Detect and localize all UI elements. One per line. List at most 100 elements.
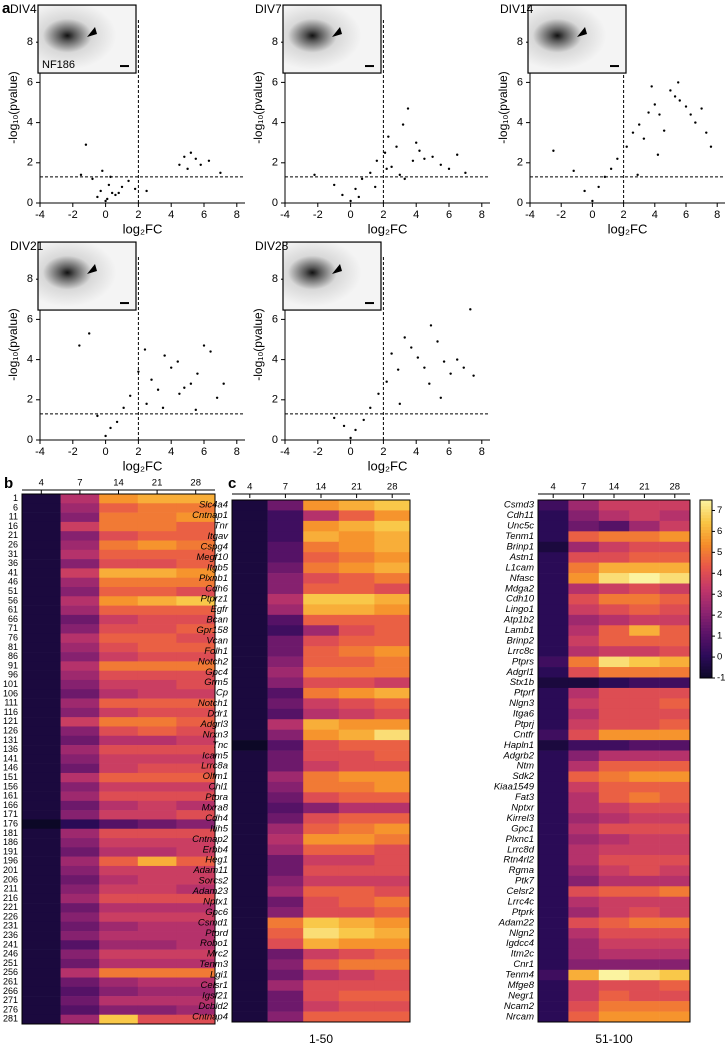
- heat-cell: [137, 754, 177, 764]
- heat-cell: [538, 656, 569, 668]
- x-tick-label: 8: [479, 446, 485, 458]
- heat-cell: [22, 531, 61, 541]
- heat-cell: [99, 596, 139, 606]
- row-label: 21: [8, 530, 18, 540]
- heat-cell: [267, 614, 304, 626]
- heat-cell: [374, 938, 411, 950]
- heat-cell: [659, 1001, 691, 1012]
- row-label: L1cam: [505, 562, 534, 573]
- heat-cell: [99, 912, 139, 923]
- row-label: 241: [3, 939, 18, 949]
- colorbar-step: [700, 621, 712, 625]
- heat-cell: [303, 510, 340, 522]
- heat-cell: [568, 520, 600, 532]
- heat-cell: [538, 520, 569, 532]
- heat-cell: [137, 717, 177, 727]
- point: [183, 155, 186, 158]
- heat-cell: [338, 750, 375, 762]
- heat-cell: [538, 604, 569, 616]
- y-tick-label: 0: [517, 197, 523, 209]
- heat-cell: [374, 698, 411, 710]
- point: [349, 199, 352, 203]
- point: [591, 199, 594, 203]
- point: [385, 167, 388, 171]
- arrowhead: [332, 264, 342, 275]
- heat-cell: [338, 917, 375, 929]
- row-label: Cdh4: [205, 813, 228, 824]
- heat-cell: [99, 1014, 139, 1025]
- row-label: Tnr: [214, 521, 229, 532]
- heat-cell: [629, 854, 660, 866]
- row-label: Astn1: [509, 552, 534, 563]
- heat-cell: [374, 635, 411, 647]
- heat-cell: [99, 828, 139, 839]
- row-label: Nrxn3: [203, 729, 229, 740]
- heat-cell: [176, 800, 216, 811]
- heat-cell: [659, 614, 691, 626]
- heat-cell: [374, 928, 411, 939]
- heat-cell: [137, 745, 177, 755]
- point: [406, 107, 410, 110]
- heat-cell: [137, 521, 177, 532]
- heat-cell: [232, 896, 268, 908]
- point: [431, 155, 434, 158]
- point: [122, 406, 125, 410]
- colorbar-step: [700, 559, 712, 563]
- heat-cell: [232, 604, 268, 616]
- heat-cell: [176, 614, 216, 625]
- heat-cell: [338, 938, 375, 950]
- heat-cell: [232, 886, 268, 898]
- row-label: Ptk7: [515, 876, 535, 887]
- heat-cell: [232, 781, 268, 793]
- heat-cell: [232, 980, 268, 991]
- heat-cell: [303, 552, 340, 563]
- heat-cell: [568, 802, 600, 814]
- heat-cell: [338, 541, 375, 553]
- heat-cell: [538, 531, 569, 543]
- row-label: Tenm1: [505, 531, 534, 542]
- heat-cell: [60, 884, 100, 895]
- heat-cell: [538, 980, 569, 991]
- heat-cell: [598, 823, 630, 835]
- heat-cell: [659, 541, 691, 553]
- heat-cell: [176, 707, 216, 718]
- arrowhead: [577, 27, 587, 38]
- row-label: 111: [4, 698, 18, 708]
- heat-cell: [60, 912, 100, 923]
- colorbar-step: [700, 574, 712, 578]
- heat-cell: [374, 948, 411, 960]
- x-tick-label: 6: [446, 209, 452, 221]
- heat-cell: [338, 771, 375, 783]
- row-label: Mdga2: [505, 583, 535, 594]
- heat-cell: [629, 1001, 660, 1012]
- heat-cell: [99, 633, 139, 644]
- heat-cell: [538, 761, 569, 772]
- heat-cell: [267, 719, 304, 730]
- x-tick-label: 4: [652, 209, 658, 221]
- row-label: 201: [3, 865, 18, 875]
- arrowhead: [332, 27, 342, 38]
- point: [199, 163, 202, 167]
- heat-cell: [176, 549, 216, 560]
- x-tick-label: 0: [348, 446, 354, 458]
- heat-cell: [176, 819, 216, 830]
- y-tick-label: 0: [272, 434, 278, 446]
- point: [423, 366, 426, 369]
- heat-cell: [659, 834, 691, 845]
- heat-cell: [232, 719, 268, 730]
- row-label: Igsf21: [202, 990, 228, 1001]
- heat-cell: [629, 771, 660, 783]
- heat-cell: [374, 729, 411, 741]
- heat-cell: [598, 1011, 630, 1023]
- point: [202, 344, 206, 347]
- heat-cell: [22, 512, 61, 523]
- heat-cell: [176, 661, 216, 671]
- row-label: 6: [13, 502, 18, 512]
- heat-cell: [176, 921, 216, 932]
- colorbar-step: [700, 612, 712, 617]
- heat-cell: [538, 792, 569, 804]
- heat-cell: [538, 802, 569, 814]
- row-label: Cntnap1: [192, 510, 228, 521]
- heat-cell: [176, 698, 216, 709]
